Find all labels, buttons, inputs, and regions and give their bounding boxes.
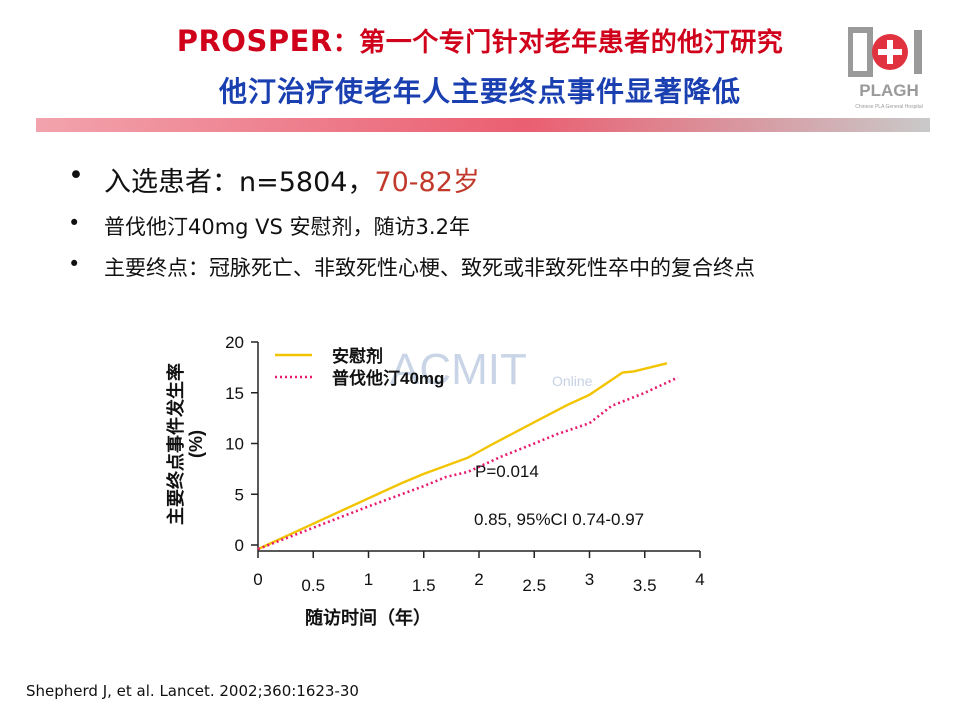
x-tick-label: 4: [695, 570, 704, 589]
title-en: PROSPER: [176, 24, 333, 58]
hazard-ratio-annotation: 0.85, 95%CI 0.74-0.97: [474, 510, 644, 529]
series-line-2: [257, 376, 679, 551]
y-axis-label: 主要终点事件发生率(%): [165, 363, 206, 525]
title-zh: 第一个专门针对老年患者的他汀研究: [359, 28, 784, 58]
slide-subtitle: 他汀治疗使老年人主要终点事件显著降低: [218, 75, 741, 108]
chart-ticks: 0 5 10 15 20 0 0.5 1 1.5 2 2.5 3 3.5 4: [225, 333, 705, 595]
citation: Shepherd J, et al. Lancet. 2002;360:1623…: [26, 682, 359, 700]
x-axis-label: 随访时间（年）: [305, 607, 431, 628]
bullet-age-range: 70-82岁: [374, 167, 480, 198]
slide-title: PROSPER：第一个专门针对老年患者的他汀研究: [0, 22, 960, 59]
chart-series: [257, 362, 679, 551]
legend-label-2: 普伐他汀40mg: [332, 368, 444, 388]
title-separator: ：: [332, 28, 360, 58]
watermark-text: ACMIT: [390, 345, 527, 394]
x-tick-label: 3.5: [633, 576, 657, 595]
p-value-annotation: P=0.014: [475, 462, 539, 481]
y-tick-label: 0: [235, 536, 244, 555]
x-tick-label: 0: [253, 570, 262, 589]
y-tick-label: 20: [225, 333, 244, 352]
kaplan-meier-chart: ACMIT Online 0 5 10 15 20 0 0.5 1 1.5 2 2.5 3 3.5 4 安…: [165, 333, 705, 628]
bullet-treatment: 普伐他汀40mg VS 安慰剂，随访3.2年: [68, 211, 755, 241]
logo-name: PLAGH: [859, 81, 919, 100]
bullet-patients-text: 入选患者：n=5804，: [104, 167, 375, 198]
y-axis-label-line: (%): [186, 430, 206, 458]
y-tick-label: 15: [225, 384, 244, 403]
y-tick-label: 10: [225, 435, 244, 454]
y-axis-label-line: 主要终点事件发生率: [165, 363, 186, 525]
x-tick-label: 1: [364, 570, 373, 589]
header-divider-band: [36, 118, 930, 132]
x-tick-label: 3: [585, 570, 594, 589]
x-tick-label: 0.5: [301, 576, 325, 595]
y-tick-label: 5: [235, 485, 244, 504]
x-tick-label: 1.5: [412, 576, 436, 595]
legend-label-1: 安慰剂: [332, 346, 383, 366]
logo-cross-horizontal: [878, 49, 902, 55]
logo-caption: Chinese PLA General Hospital: [855, 104, 923, 110]
watermark-sub: Online: [552, 373, 593, 389]
bullet-endpoint: 主要终点：冠脉死亡、非致死性心梗、致死或非致死性卒中的复合终点: [68, 252, 755, 282]
logo-digit-3: [848, 27, 873, 77]
bullet-patients: 入选患者：n=5804，70-82岁: [68, 160, 755, 199]
bullet-list: 入选患者：n=5804，70-82岁 普伐他汀40mg VS 安慰剂，随访3.2…: [68, 160, 755, 293]
x-tick-label: 2: [474, 570, 483, 589]
x-tick-label: 2.5: [522, 576, 546, 595]
hospital-logo: PLAGH Chinese PLA General Hospital: [848, 27, 923, 110]
logo-digit-1: [914, 30, 922, 74]
series-line-1: [257, 362, 668, 551]
